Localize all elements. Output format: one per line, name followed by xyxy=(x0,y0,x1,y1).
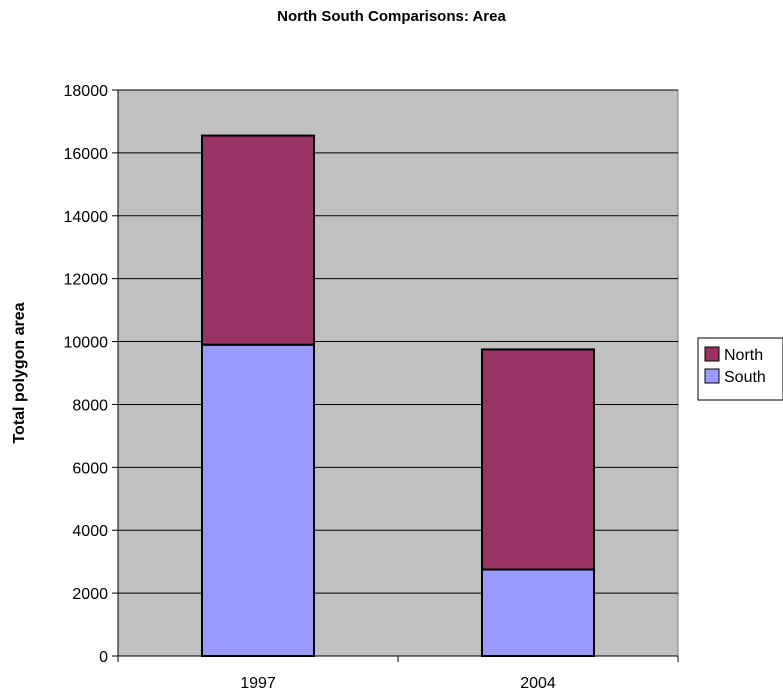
legend-label-south: South xyxy=(724,369,766,386)
y-tick-labels: 0 2000 4000 6000 8000 10000 12000 14000 16000 180… xyxy=(64,83,109,666)
y-axis-label: Total polygon area xyxy=(11,302,28,443)
bar-south-1997 xyxy=(201,343,315,657)
y-tick-label: 14000 xyxy=(64,209,109,226)
legend-swatch-south xyxy=(704,368,720,384)
bars xyxy=(201,134,595,657)
y-tick-label: 12000 xyxy=(64,272,109,289)
y-tick-label: 8000 xyxy=(72,397,108,414)
y-tick-label: 10000 xyxy=(64,335,109,352)
legend-label-north: North xyxy=(724,347,763,364)
axes xyxy=(112,89,679,662)
y-tick-label: 4000 xyxy=(72,523,108,540)
x-tick-label: 2004 xyxy=(520,675,556,692)
legend: North South xyxy=(697,337,783,401)
y-tick-label: 18000 xyxy=(64,83,109,100)
y-tick-label: 0 xyxy=(99,649,108,666)
x-tick-label: 1997 xyxy=(240,675,276,692)
bar-south-2004 xyxy=(481,568,595,657)
legend-items: North South xyxy=(704,346,766,386)
bar-north-2004 xyxy=(481,348,595,571)
y-tick-label: 6000 xyxy=(72,460,108,477)
chart-title: North South Comparisons: Area xyxy=(277,8,506,25)
bar-north-1997 xyxy=(201,134,315,346)
legend-swatch-north xyxy=(704,346,720,362)
y-tick-label: 2000 xyxy=(72,586,108,603)
y-tick-label: 16000 xyxy=(64,146,109,163)
x-tick-labels: 1997 2004 xyxy=(240,675,556,692)
